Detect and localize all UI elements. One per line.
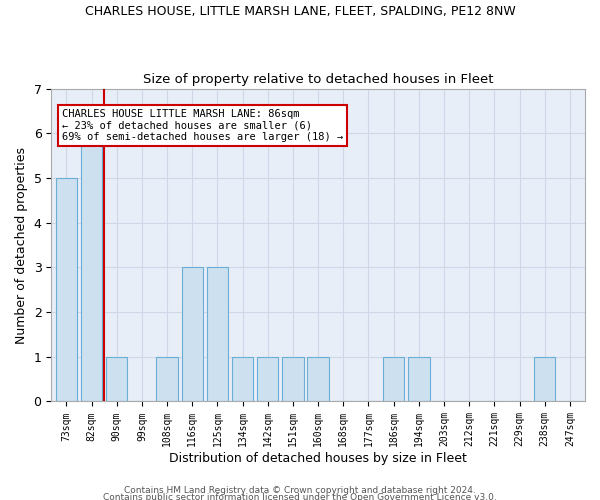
Bar (257, 357, 278, 402)
Bar (383, 357, 404, 402)
Text: Contains public sector information licensed under the Open Government Licence v3: Contains public sector information licen… (103, 494, 497, 500)
X-axis label: Distribution of detached houses by size in Fleet: Distribution of detached houses by size … (169, 452, 467, 465)
Text: CHARLES HOUSE, LITTLE MARSH LANE, FLEET, SPALDING, PE12 8NW: CHARLES HOUSE, LITTLE MARSH LANE, FLEET,… (85, 5, 515, 18)
Bar (157, 357, 178, 402)
Bar (182, 268, 203, 402)
Bar (307, 357, 329, 402)
Title: Size of property relative to detached houses in Fleet: Size of property relative to detached ho… (143, 73, 493, 86)
Bar (232, 357, 253, 402)
Bar (282, 357, 304, 402)
Bar (408, 357, 430, 402)
Bar (56, 178, 77, 402)
Bar (207, 268, 228, 402)
Bar (106, 357, 127, 402)
Text: Contains HM Land Registry data © Crown copyright and database right 2024.: Contains HM Land Registry data © Crown c… (124, 486, 476, 495)
Y-axis label: Number of detached properties: Number of detached properties (15, 146, 28, 344)
Bar (81, 134, 102, 402)
Text: CHARLES HOUSE LITTLE MARSH LANE: 86sqm
← 23% of detached houses are smaller (6)
: CHARLES HOUSE LITTLE MARSH LANE: 86sqm ←… (62, 108, 343, 142)
Bar (534, 357, 556, 402)
